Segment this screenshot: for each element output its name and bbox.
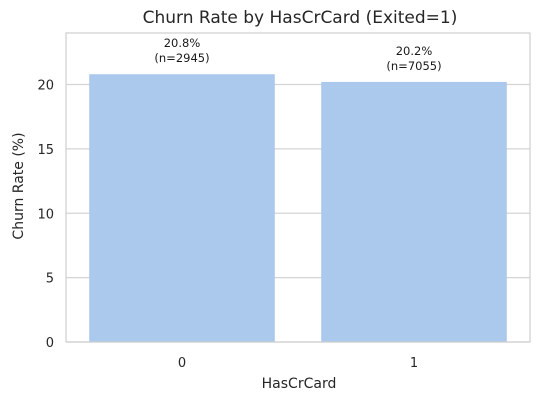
- y-tick-label: 5: [46, 272, 54, 287]
- y-tick-label: 15: [37, 143, 54, 158]
- y-tick-label: 20: [37, 79, 54, 94]
- bar-count-label: (n=2945): [154, 51, 209, 65]
- chart-title: Churn Rate by HasCrCard (Exited=1): [143, 8, 458, 28]
- bars: [89, 74, 507, 343]
- y-axis-label: Churn Rate (%): [11, 132, 27, 239]
- y-tick-label: 0: [46, 336, 54, 351]
- x-axis-label: HasCrCard: [262, 376, 337, 392]
- x-tick-label: 0: [178, 356, 186, 371]
- bar: [89, 74, 275, 342]
- x-tick-label: 1: [410, 356, 418, 371]
- y-tick-label: 10: [37, 207, 54, 222]
- plot-frame: [65, 32, 531, 343]
- bar-value-label: 20.2%: [396, 44, 433, 58]
- bar-count-label: (n=7055): [386, 59, 441, 73]
- bar: [321, 81, 507, 343]
- bar-value-label: 20.8%: [164, 36, 201, 50]
- data-labels: 20.8%(n=2945) 20.2%(n=7055): [154, 36, 441, 73]
- y-axis-ticks: 0 5 10 15 20: [37, 79, 54, 352]
